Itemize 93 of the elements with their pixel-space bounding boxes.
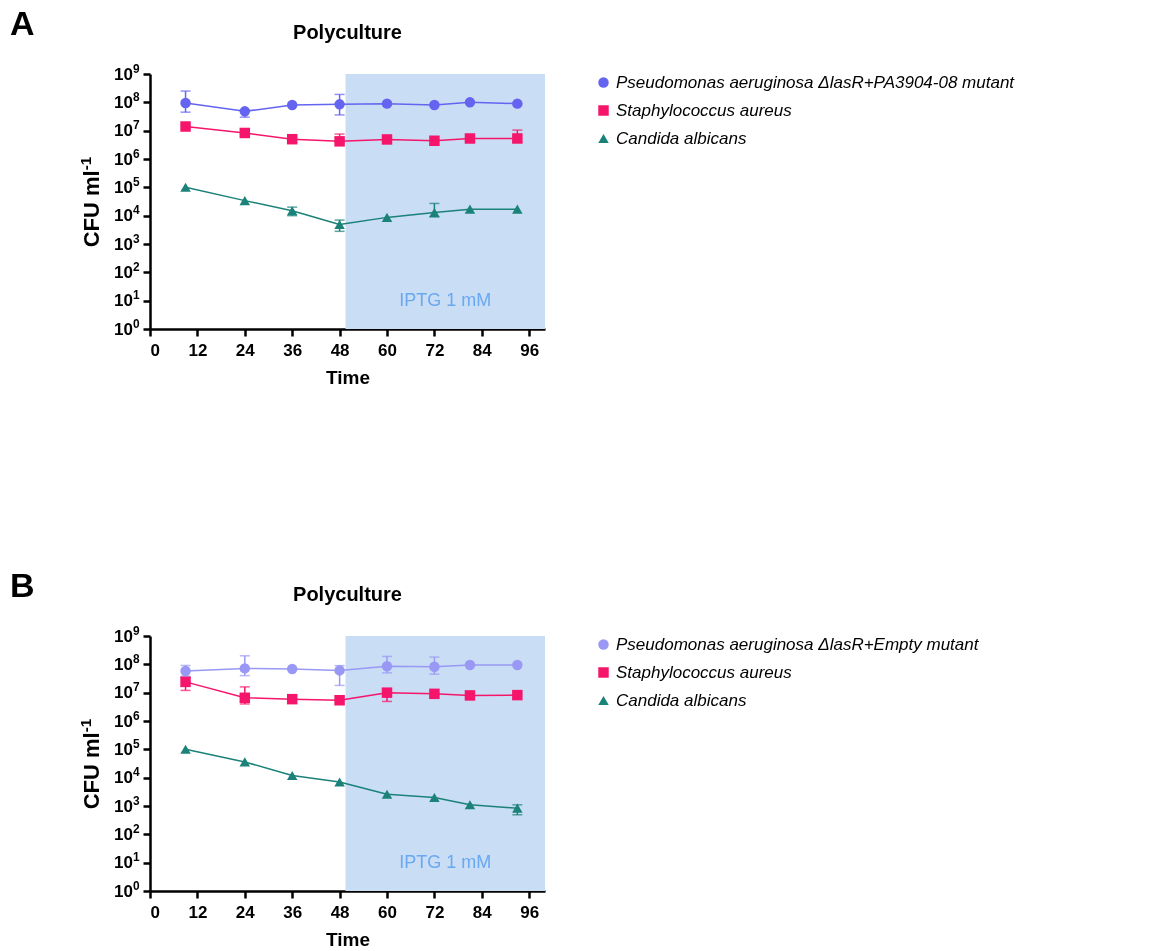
y-tick-label: 10$^{7}$ bbox=[113, 680, 140, 703]
point bbox=[429, 661, 440, 673]
x-axis-title: Time bbox=[325, 928, 371, 950]
legend-label: Candida albicans bbox=[616, 128, 747, 148]
point bbox=[429, 135, 440, 147]
y-tick-label: 10$^{6}$ bbox=[113, 146, 140, 169]
point bbox=[286, 770, 298, 780]
x-tick-label: 60 bbox=[378, 902, 397, 922]
y-tick-label: 10$^{5}$ bbox=[113, 736, 140, 759]
y-tick-label: 10$^{7}$ bbox=[113, 118, 140, 141]
point bbox=[464, 133, 476, 144]
x-tick-label: 12 bbox=[188, 340, 208, 360]
legend-label: Staphylococcus aureus bbox=[616, 100, 793, 120]
point bbox=[464, 97, 476, 108]
point bbox=[464, 800, 476, 810]
point bbox=[334, 695, 345, 706]
x-tick-label: 96 bbox=[520, 340, 540, 360]
point bbox=[180, 744, 191, 754]
point bbox=[512, 689, 523, 701]
point bbox=[381, 789, 393, 799]
y-tick-label: 10$^{0}$ bbox=[113, 878, 140, 901]
point bbox=[512, 204, 523, 214]
legend-label: Pseudomonas aeruginosa ΔlasR+PA3904-08 mutant bbox=[616, 72, 1016, 92]
point bbox=[334, 665, 345, 676]
y-tick-label: 10$^{5}$ bbox=[113, 174, 140, 197]
text: A bbox=[10, 4, 35, 43]
x-tick-label: 60 bbox=[378, 340, 397, 360]
y-tick-label: 10$^{1}$ bbox=[113, 288, 140, 311]
point bbox=[512, 98, 523, 109]
point bbox=[239, 196, 251, 206]
x-tick-label: 24 bbox=[235, 340, 256, 360]
point bbox=[334, 777, 345, 787]
y-tick-label: 10$^{1}$ bbox=[113, 850, 140, 873]
chart-title: Polyculture bbox=[293, 21, 402, 43]
x-tick-label: 72 bbox=[425, 340, 445, 360]
point bbox=[429, 688, 440, 700]
point bbox=[429, 792, 440, 803]
y-tick-label: 10$^{8}$ bbox=[113, 651, 140, 674]
point bbox=[512, 659, 523, 671]
point bbox=[512, 133, 523, 144]
point bbox=[381, 134, 393, 145]
x-tick-label: 0 bbox=[150, 902, 160, 922]
y-tick-label: 10$^{4}$ bbox=[113, 765, 140, 788]
x-tick-label: 48 bbox=[330, 340, 350, 360]
y-tick-label: 10$^{9}$ bbox=[113, 61, 140, 84]
x-tick-label: 96 bbox=[520, 902, 540, 922]
point bbox=[286, 693, 298, 705]
y-tick-label: 10$^{3}$ bbox=[113, 793, 140, 816]
point bbox=[334, 136, 345, 147]
y-tick-label: 10$^{2}$ bbox=[113, 821, 140, 844]
x-tick-label: 84 bbox=[472, 902, 493, 922]
y-tick-label: 10$^{8}$ bbox=[113, 89, 140, 112]
point bbox=[464, 659, 476, 671]
x-tick-label: 48 bbox=[330, 902, 350, 922]
point bbox=[429, 99, 440, 111]
point bbox=[180, 97, 191, 109]
band-label: IPTG 1 mM bbox=[399, 852, 492, 872]
chart-title: Polyculture bbox=[293, 583, 402, 605]
y-tick-label: 10$^{3}$ bbox=[113, 231, 140, 254]
x-tick-label: 36 bbox=[283, 340, 303, 360]
x-tick-label: 72 bbox=[425, 902, 445, 922]
point bbox=[180, 182, 191, 192]
legend-label: Pseudomonas aeruginosa ΔlasR+Empty mutant bbox=[616, 634, 980, 654]
text: B bbox=[10, 566, 35, 605]
point bbox=[334, 99, 345, 110]
point bbox=[180, 676, 191, 688]
point bbox=[381, 212, 393, 222]
y-tick-label: 10$^{6}$ bbox=[113, 708, 140, 731]
point bbox=[286, 133, 298, 145]
point bbox=[464, 690, 476, 701]
point bbox=[239, 692, 251, 704]
point bbox=[286, 99, 298, 111]
y-tick-label: 10$^{0}$ bbox=[113, 316, 140, 339]
legend-label: Candida albicans bbox=[616, 690, 747, 710]
point bbox=[464, 204, 476, 214]
point bbox=[239, 663, 251, 674]
point bbox=[381, 660, 393, 672]
x-tick-label: 24 bbox=[235, 902, 256, 922]
x-tick-label: 12 bbox=[188, 902, 208, 922]
y-tick-label: 10$^{4}$ bbox=[113, 203, 140, 226]
y-tick-label: 10$^{9}$ bbox=[113, 623, 140, 646]
x-tick-label: 36 bbox=[283, 902, 303, 922]
y-tick-label: 10$^{2}$ bbox=[113, 259, 140, 282]
legend-label: Staphylococcus aureus bbox=[616, 662, 793, 682]
band-label: IPTG 1 mM bbox=[399, 290, 492, 310]
x-axis-title: Time bbox=[325, 366, 371, 388]
point bbox=[381, 98, 393, 109]
point bbox=[180, 121, 191, 132]
point bbox=[239, 127, 251, 139]
x-tick-label: 84 bbox=[472, 340, 493, 360]
point bbox=[286, 663, 298, 675]
point bbox=[381, 687, 393, 698]
x-tick-label: 0 bbox=[150, 340, 160, 360]
